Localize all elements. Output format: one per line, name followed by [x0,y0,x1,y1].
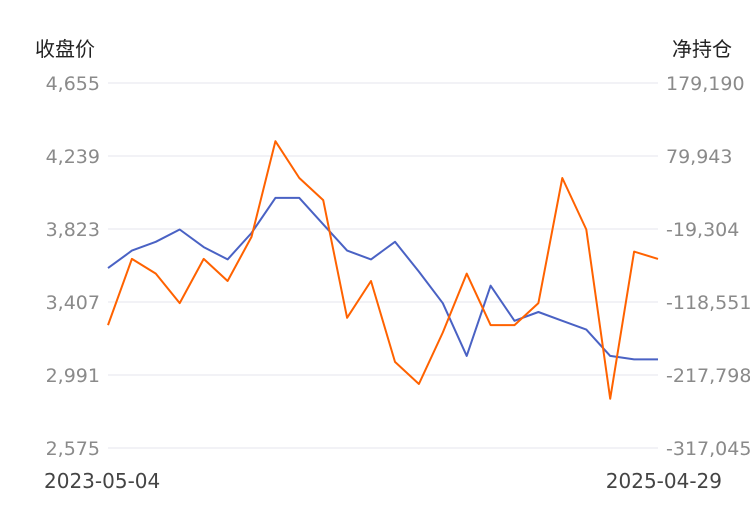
right-tick-label: -118,551 [666,292,750,314]
left-tick-label: 4,655 [46,73,100,95]
right-axis-ticks: 179,190 79,943 -19,304 -118,551 -217,798 -317… [666,73,750,460]
left-axis-title: 收盘价 [35,37,95,61]
right-axis-title: 净持仓 [672,37,732,61]
net-position-line [107,140,659,400]
left-tick-label: 2,575 [46,438,100,460]
x-end-label: 2025-04-29 [606,469,722,493]
right-tick-label: 79,943 [666,146,732,168]
right-tick-label: -19,304 [666,219,739,241]
right-tick-label: -217,798 [666,365,750,387]
series-layer [107,140,659,400]
left-tick-label: 3,407 [46,292,100,314]
left-tick-label: 4,239 [46,146,100,168]
left-tick-label: 3,823 [46,219,100,241]
x-start-label: 2023-05-04 [44,469,160,493]
left-axis-ticks: 4,655 4,239 3,823 3,407 2,991 2,575 [46,73,100,460]
right-tick-label: -317,045 [666,438,750,460]
left-tick-label: 2,991 [46,365,100,387]
close-price-line [107,196,658,361]
right-tick-label: 179,190 [666,73,745,95]
grid-lines [108,82,658,449]
